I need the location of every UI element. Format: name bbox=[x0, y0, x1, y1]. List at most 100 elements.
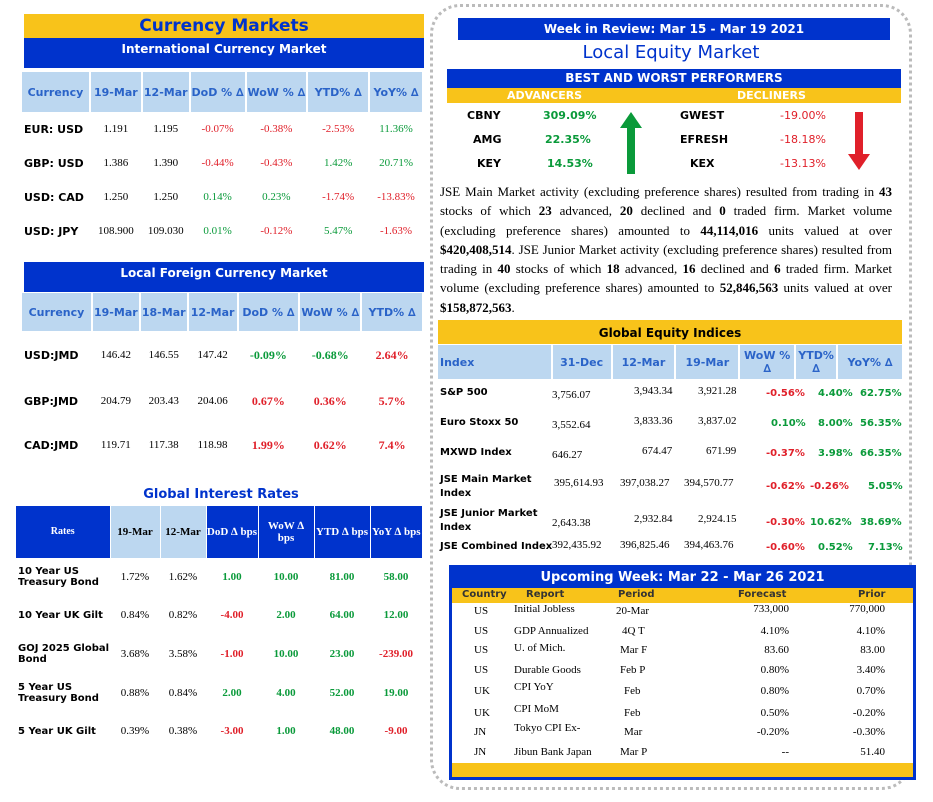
ticker: CBNY bbox=[467, 109, 501, 122]
cell: 109.030 bbox=[147, 225, 184, 237]
cell: -3.00 bbox=[206, 712, 258, 751]
report: U. of Mich. bbox=[514, 642, 566, 654]
column-header: YTD% ∆ bbox=[795, 345, 839, 379]
row-label: EUR: USD bbox=[24, 122, 84, 136]
table-row: S&P 500 3,756.07 3,943.34 3,921.28 -0.56… bbox=[438, 381, 904, 411]
list-item: EFRESH -18.18% bbox=[650, 130, 840, 154]
cell: 1.191 bbox=[103, 123, 129, 135]
cell: 10.62% bbox=[810, 517, 852, 528]
column-header: DoD % ∆ bbox=[237, 293, 301, 331]
summary-value: 23 bbox=[538, 203, 552, 219]
cell: 117.38 bbox=[148, 439, 179, 451]
column-header: Forecast bbox=[738, 589, 787, 600]
cell: 62.75% bbox=[860, 388, 902, 399]
cell: -0.43% bbox=[260, 157, 293, 169]
decliners-list: GWEST -19.00% EFRESH -18.18% KEX -13.13% bbox=[650, 106, 840, 178]
column-header: YoY% ∆ bbox=[369, 72, 424, 112]
cell: 0.38% bbox=[160, 712, 206, 751]
forecast: 4.10% bbox=[760, 624, 789, 637]
cell: 397,038.27 bbox=[620, 477, 670, 489]
prior: 83.00 bbox=[860, 644, 885, 656]
table-row: USD:JMD 146.42 146.55 147.42 -0.09% -0.6… bbox=[22, 331, 423, 379]
table-row: Euro Stoxx 50 3,552.64 3,833.36 3,837.02… bbox=[438, 411, 904, 441]
table-row: JSE Junior Market Index 2,643.38 2,932.8… bbox=[438, 505, 904, 539]
cell: 20.71% bbox=[379, 157, 413, 169]
prior: 0.70% bbox=[856, 685, 885, 697]
cell: -0.37% bbox=[766, 448, 805, 459]
column-header: YoY% ∆ bbox=[837, 345, 904, 379]
cell: -0.44% bbox=[201, 157, 234, 169]
summary-value: 44,114,016 bbox=[700, 222, 759, 238]
row-label: GBP:JMD bbox=[24, 394, 79, 408]
cell: 3.98% bbox=[818, 448, 853, 459]
table-row: 10 Year US Treasury Bond 1.72% 1.62% 1.0… bbox=[16, 558, 422, 597]
column-header: Rates bbox=[16, 506, 111, 559]
ticker: GWEST bbox=[680, 109, 725, 122]
cell: 395,614.93 bbox=[554, 477, 604, 489]
cell: -0.38% bbox=[260, 123, 293, 135]
intl-currency-table: Currency 19-Mar 12-Mar DoD % ∆ WoW % ∆ Y… bbox=[22, 72, 424, 248]
period: Mar bbox=[624, 726, 643, 738]
cell: 392,435.92 bbox=[552, 539, 602, 551]
summary-value: 16 bbox=[682, 261, 696, 277]
cell: 1.42% bbox=[323, 157, 353, 169]
week-review-frame bbox=[430, 4, 912, 790]
cell: 0.36% bbox=[313, 393, 347, 408]
row-label: Euro Stoxx 50 bbox=[440, 417, 519, 428]
table-row: JN Tokyo CPI Ex- Mar -0.20% -0.30% bbox=[452, 720, 913, 740]
column-header: YTD ∆ bps bbox=[314, 506, 371, 559]
cell: 56.35% bbox=[860, 418, 902, 429]
prior: -0.20% bbox=[852, 706, 885, 719]
prior: -0.30% bbox=[852, 726, 885, 738]
cell: 1.00 bbox=[206, 558, 258, 597]
row-label: USD:JMD bbox=[24, 348, 79, 362]
row-label: 10 Year US Treasury Bond bbox=[16, 558, 110, 597]
local-fx-header-row: Currency 19-Mar 18-Mar 12-Mar DoD % ∆ Wo… bbox=[22, 293, 424, 331]
summary-text: declined and bbox=[695, 261, 775, 277]
column-header: DoD ∆ bps bbox=[206, 506, 259, 559]
cell: 0.67% bbox=[251, 393, 285, 408]
column-header: YoY ∆ bps bbox=[370, 506, 422, 559]
summary-text: units valued at over bbox=[758, 222, 893, 238]
row-label: GBP: USD bbox=[24, 156, 84, 170]
column-header: WoW % ∆ bbox=[245, 72, 309, 112]
decliners-label: DECLINERS bbox=[737, 89, 806, 102]
forecast: 0.80% bbox=[760, 685, 789, 697]
cell: 5.7% bbox=[378, 393, 406, 408]
table-row: US GDP Annualized 4Q T 4.10% 4.10% bbox=[452, 623, 913, 643]
cell: -1.74% bbox=[322, 191, 355, 203]
column-header: 19-Mar bbox=[110, 506, 161, 559]
table-row: US Initial Jobless 20-Mar 733,000 770,00… bbox=[452, 603, 913, 623]
upcoming-footer-bar bbox=[452, 763, 913, 777]
cell: 3,837.02 bbox=[698, 415, 737, 427]
country: US bbox=[474, 644, 489, 656]
cell: 3,943.34 bbox=[634, 385, 673, 397]
cell: -2.53% bbox=[322, 123, 355, 135]
forecast: 83.60 bbox=[764, 644, 789, 656]
summary-value: 40 bbox=[497, 261, 511, 277]
cell: -0.30% bbox=[766, 517, 805, 528]
table-row: EUR: USD 1.191 1.195 -0.07% -0.38% -2.53… bbox=[22, 112, 423, 146]
cell: 646.27 bbox=[552, 449, 583, 461]
cell: 396,825.46 bbox=[620, 539, 670, 551]
cell: 671.99 bbox=[706, 445, 737, 457]
column-header: 19-Mar bbox=[675, 345, 741, 379]
cell: -0.68% bbox=[311, 347, 349, 362]
row-label: S&P 500 bbox=[440, 387, 488, 398]
cell: 10.00 bbox=[258, 634, 314, 675]
table-row: UK CPI MoM Feb 0.50% -0.20% bbox=[452, 701, 913, 721]
report: Durable Goods bbox=[514, 663, 581, 676]
cell: -1.00 bbox=[206, 634, 258, 675]
equity-indices-body: S&P 500 3,756.07 3,943.34 3,921.28 -0.56… bbox=[438, 381, 904, 563]
cell: 204.79 bbox=[100, 395, 131, 407]
summary-value: 43 bbox=[879, 184, 892, 199]
column-header: 12-Mar bbox=[141, 72, 191, 112]
ticker: EFRESH bbox=[680, 133, 729, 146]
advancers-label: ADVANCERS bbox=[507, 89, 583, 102]
forecast: -0.20% bbox=[756, 726, 789, 738]
cell: 3.58% bbox=[160, 634, 206, 675]
equity-indices-table: Index 31-Dec 12-Mar 19-Mar WoW % ∆ YTD% … bbox=[438, 345, 904, 379]
period: Mar F bbox=[620, 644, 648, 656]
column-header: Country bbox=[462, 589, 507, 600]
row-label: GOJ 2025 Global Bond bbox=[16, 634, 110, 675]
